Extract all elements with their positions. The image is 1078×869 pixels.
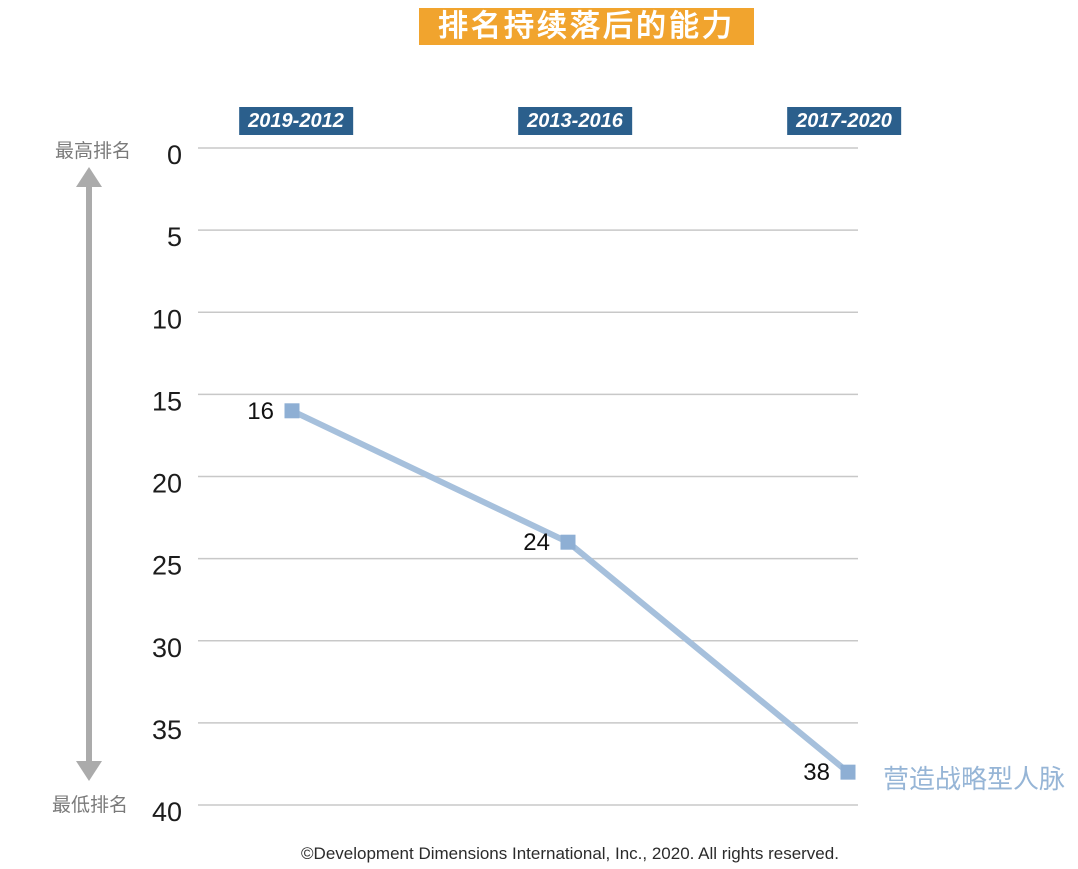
gridlines-group: 0 5 10 15 20 25 30 35 40 [152,140,858,827]
arrow-down-head-icon [76,761,102,781]
rank-direction-arrow [76,167,102,781]
y-tick-label: 35 [152,715,182,745]
series-group: 16 24 38 [247,398,856,786]
data-point-label: 16 [247,398,274,425]
y-tick-label: 25 [152,551,182,581]
chart-title: 排名持续落后的能力 [419,8,754,45]
period-label-2017-2020: 2017-2020 [787,107,901,135]
period-label-2013-2016: 2013-2016 [518,107,632,135]
series-legend-label: 营造战略型人脉 [883,764,1065,794]
y-tick-label: 40 [152,797,182,827]
y-tick-label: 30 [152,633,182,663]
data-point-marker [560,534,576,550]
y-tick-label: 5 [167,222,182,252]
data-point-marker [840,764,856,780]
copyright-text: ©Development Dimensions International, I… [301,844,839,863]
data-point-marker [284,403,300,419]
y-tick-label: 0 [167,140,182,170]
arrow-up-head-icon [76,167,102,187]
data-point-label: 24 [523,529,550,556]
y-tick-label: 20 [152,469,182,499]
data-point-label: 38 [803,759,830,786]
highest-rank-label: 最高排名 [55,141,132,162]
y-tick-label: 15 [152,386,182,416]
lowest-rank-label: 最低排名 [52,795,129,816]
y-tick-label: 10 [152,304,182,334]
series-line [290,408,850,775]
period-label-2019-2012: 2019-2012 [239,107,353,135]
